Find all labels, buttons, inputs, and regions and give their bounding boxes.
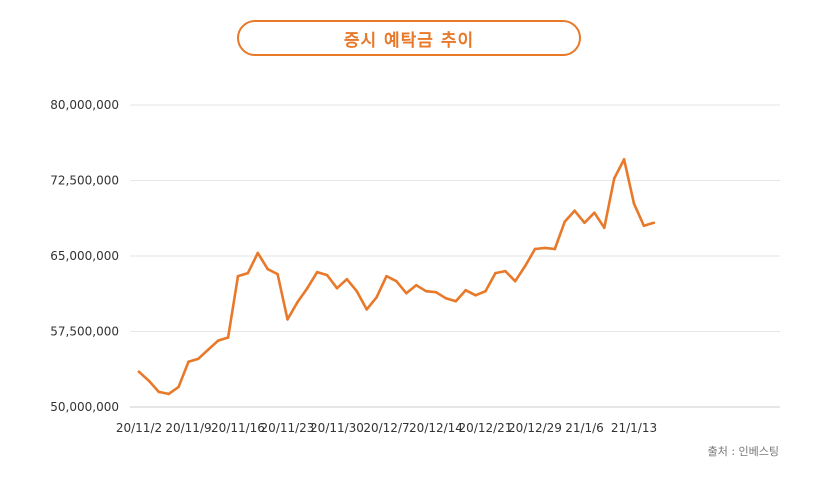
data-point	[335, 286, 339, 290]
series-line	[137, 158, 656, 396]
data-point	[226, 336, 230, 339]
data-point	[454, 300, 458, 303]
data-point	[306, 286, 309, 290]
data-point	[286, 318, 289, 321]
data-point	[216, 339, 220, 342]
data-point	[642, 224, 646, 228]
data-point	[365, 308, 369, 311]
data-point	[652, 221, 656, 225]
data-point	[593, 211, 596, 215]
x-tick-label: 20/11/2	[116, 421, 162, 435]
data-point	[325, 273, 329, 277]
data-point	[375, 295, 378, 299]
data-point	[414, 283, 418, 287]
data-point	[246, 271, 250, 275]
data-point	[632, 202, 636, 205]
data-point	[147, 379, 151, 383]
data-point	[563, 220, 566, 224]
data-point	[533, 247, 537, 251]
data-point	[137, 370, 141, 374]
data-point	[543, 246, 547, 250]
data-point	[513, 279, 517, 283]
data-point	[207, 348, 210, 351]
data-point	[187, 360, 190, 364]
data-point	[494, 271, 497, 275]
data-point	[167, 392, 170, 396]
data-point	[553, 247, 557, 251]
data-point	[276, 272, 279, 276]
data-point	[355, 289, 359, 293]
data-point	[523, 264, 527, 268]
data-point	[345, 277, 349, 281]
data-point	[385, 274, 388, 278]
x-tick-label: 20/12/14	[409, 421, 463, 435]
x-tick-label: 20/12/7	[363, 421, 409, 435]
x-tick-label: 21/1/6	[565, 421, 604, 435]
data-point	[236, 274, 240, 278]
y-tick-label: 57,500,000	[50, 325, 119, 339]
data-point	[266, 267, 270, 271]
data-point	[405, 291, 408, 295]
data-point	[424, 289, 428, 293]
data-point	[395, 279, 398, 283]
x-tick-label: 20/11/30	[310, 421, 364, 435]
x-tick-label: 21/1/13	[611, 421, 657, 435]
data-point	[622, 158, 626, 161]
y-tick-label: 65,000,000	[50, 249, 119, 263]
data-point	[573, 209, 576, 212]
source-note: 출처 : 인베스팅	[708, 445, 779, 458]
y-tick-label: 72,500,000	[50, 174, 119, 188]
data-point	[197, 357, 200, 360]
data-point	[603, 226, 606, 230]
data-point	[474, 293, 477, 297]
y-tick-label: 80,000,000	[50, 98, 119, 112]
data-point	[256, 251, 260, 255]
data-point	[434, 290, 438, 294]
chart-title: 증시 예탁금 추이	[237, 20, 581, 56]
x-tick-label: 20/11/23	[261, 421, 315, 435]
data-point	[157, 390, 161, 394]
data-point	[583, 221, 586, 225]
data-point	[296, 301, 299, 304]
x-tick-label: 20/12/29	[508, 421, 562, 435]
data-point	[484, 289, 487, 293]
x-tick-label: 20/12/21	[459, 421, 513, 435]
data-point	[504, 269, 507, 273]
data-point	[464, 288, 468, 292]
data-point	[315, 270, 319, 274]
data-point	[612, 177, 616, 180]
x-tick-label: 20/11/16	[211, 421, 265, 435]
data-point	[444, 296, 448, 300]
y-tick-label: 50,000,000	[50, 400, 119, 414]
x-tick-label: 20/11/9	[165, 421, 211, 435]
data-point	[177, 385, 180, 389]
